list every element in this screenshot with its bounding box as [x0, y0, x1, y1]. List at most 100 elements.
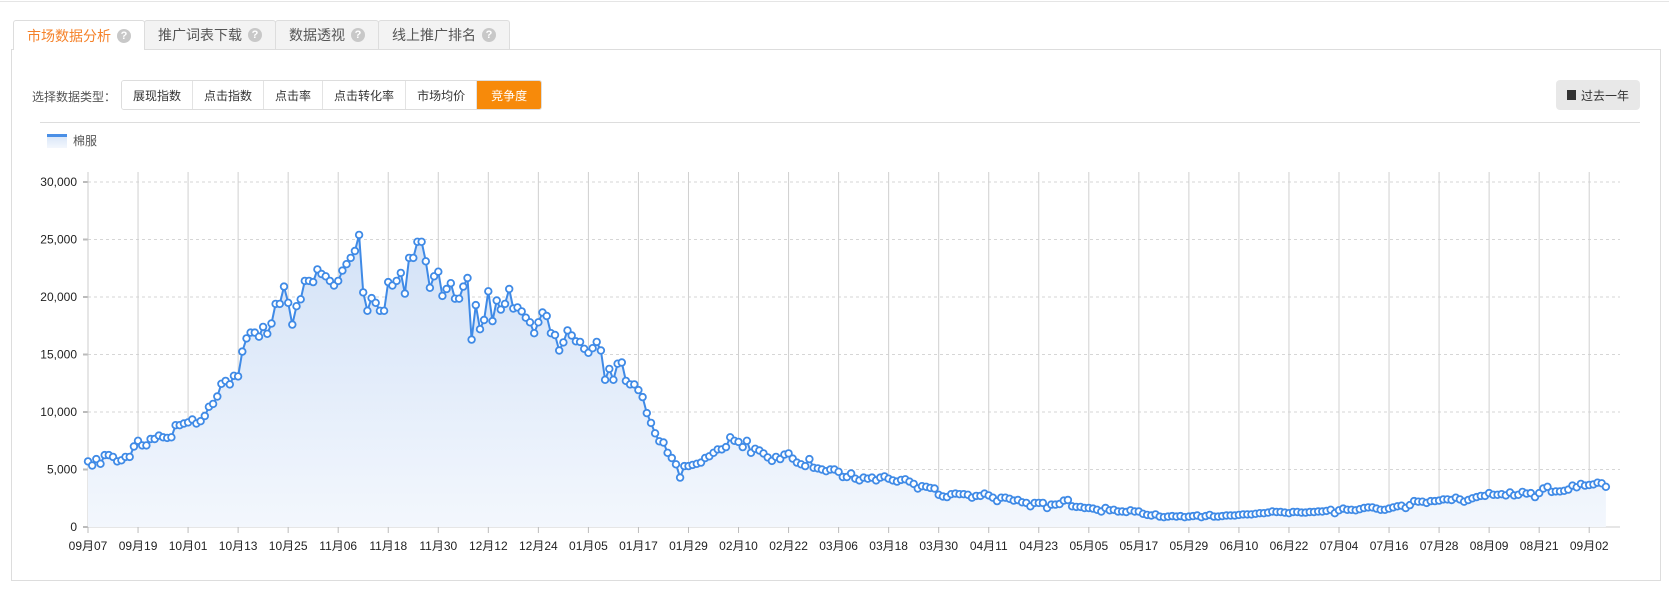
type-button-ctr[interactable]: 点击率 — [264, 81, 324, 109]
data-point — [263, 329, 272, 338]
x-tick-label: 01月05 — [569, 539, 608, 553]
data-point — [479, 315, 489, 325]
data-point — [801, 461, 810, 471]
y-tick-label: 5,000 — [47, 463, 77, 477]
y-tick-label: 30,000 — [40, 175, 77, 189]
data-point — [434, 267, 443, 276]
data-point — [930, 484, 939, 493]
data-point — [279, 282, 289, 291]
data-type-label: 选择数据类型： — [32, 90, 117, 104]
data-point — [258, 322, 268, 332]
data-point — [805, 454, 814, 464]
data-point — [238, 347, 247, 356]
data-point — [721, 442, 731, 452]
tab-market-analysis[interactable]: 市场数据分析? — [13, 20, 145, 50]
type-button-impressions[interactable]: 展现指数 — [122, 81, 194, 109]
data-point — [254, 332, 264, 341]
data-point — [492, 296, 501, 305]
data-point — [559, 338, 568, 347]
data-point — [242, 334, 251, 343]
data-point — [846, 469, 856, 478]
data-point — [196, 417, 205, 426]
tab-label: 数据透视 — [289, 27, 345, 43]
data-point — [208, 399, 218, 409]
y-tick-label: 10,000 — [40, 405, 77, 419]
data-point — [459, 282, 468, 291]
data-point — [463, 273, 472, 283]
legend-swatch — [47, 133, 67, 148]
data-point — [834, 467, 843, 476]
data-point — [446, 279, 455, 288]
x-tick-label: 04月23 — [1019, 539, 1058, 553]
data-point — [338, 266, 347, 275]
data-point — [334, 276, 343, 286]
x-tick-label: 10月13 — [219, 539, 258, 553]
chart-legend[interactable]: 棉服 — [47, 132, 97, 149]
type-button-competition[interactable]: 竞争度 — [477, 81, 542, 109]
data-point — [646, 418, 656, 428]
data-point — [1543, 482, 1552, 491]
x-tick-label: 07月04 — [1320, 539, 1359, 553]
data-point — [346, 253, 355, 263]
help-icon[interactable]: ? — [482, 28, 496, 42]
data-point — [609, 375, 618, 384]
type-button-conversion[interactable]: 点击转化率 — [323, 81, 407, 109]
x-tick-label: 05月17 — [1119, 539, 1158, 553]
data-point — [359, 288, 368, 297]
x-tick-label: 03月30 — [919, 539, 958, 553]
data-point — [575, 337, 585, 347]
data-point — [634, 385, 643, 395]
data-point — [371, 298, 380, 307]
data-point — [484, 287, 493, 296]
data-point — [442, 284, 451, 294]
x-tick-label: 07月16 — [1370, 539, 1409, 553]
data-point — [600, 375, 610, 384]
type-button-clicks[interactable]: 点击指数 — [193, 81, 265, 109]
tab-keyword-download[interactable]: 推广词表下载? — [144, 20, 276, 49]
data-point — [1601, 482, 1611, 491]
series-area — [88, 234, 1606, 527]
tab-online-ranking[interactable]: 线上推广排名? — [378, 20, 510, 49]
data-point — [530, 329, 539, 338]
tab-data-pivot[interactable]: 数据透视? — [275, 20, 379, 49]
y-tick-label: 15,000 — [40, 348, 77, 362]
help-icon[interactable]: ? — [351, 28, 365, 42]
help-icon[interactable]: ? — [248, 28, 262, 42]
data-point — [400, 289, 410, 298]
y-tick-label: 25,000 — [40, 233, 77, 247]
x-tick-label: 06月10 — [1220, 539, 1259, 553]
data-point — [409, 253, 418, 263]
data-point — [542, 311, 551, 321]
type-button-avg-price[interactable]: 市场均价 — [406, 81, 478, 109]
data-point — [342, 260, 351, 269]
data-point — [563, 326, 572, 335]
data-point — [125, 452, 134, 462]
x-tick-label: 07月28 — [1420, 539, 1459, 553]
data-point — [129, 442, 139, 451]
x-tick-label: 11月06 — [319, 539, 357, 553]
data-point — [233, 372, 243, 381]
data-type-selector: 展现指数 点击指数 点击率 点击转化率 市场均价 竞争度 — [121, 80, 543, 110]
x-tick-label: 09月19 — [119, 539, 158, 553]
data-point — [588, 344, 597, 353]
x-tick-label: 03月18 — [869, 539, 908, 553]
date-range-button[interactable]: 过去一年 — [1556, 80, 1640, 110]
help-icon[interactable]: ? — [117, 28, 131, 43]
x-tick-label: 12月24 — [519, 539, 558, 553]
data-point — [667, 453, 676, 463]
data-point — [417, 237, 426, 246]
data-point — [421, 257, 430, 266]
data-point — [284, 298, 293, 307]
data-point — [392, 276, 401, 286]
data-point — [638, 392, 647, 402]
data-point — [292, 302, 301, 311]
data-point — [659, 438, 668, 447]
data-point — [567, 331, 576, 340]
x-tick-label: 05月29 — [1170, 539, 1209, 553]
x-tick-label: 09月07 — [69, 539, 108, 553]
data-point — [642, 408, 651, 418]
data-point — [467, 335, 476, 344]
data-point — [396, 268, 405, 278]
data-point — [1063, 495, 1073, 505]
data-point — [663, 448, 672, 457]
